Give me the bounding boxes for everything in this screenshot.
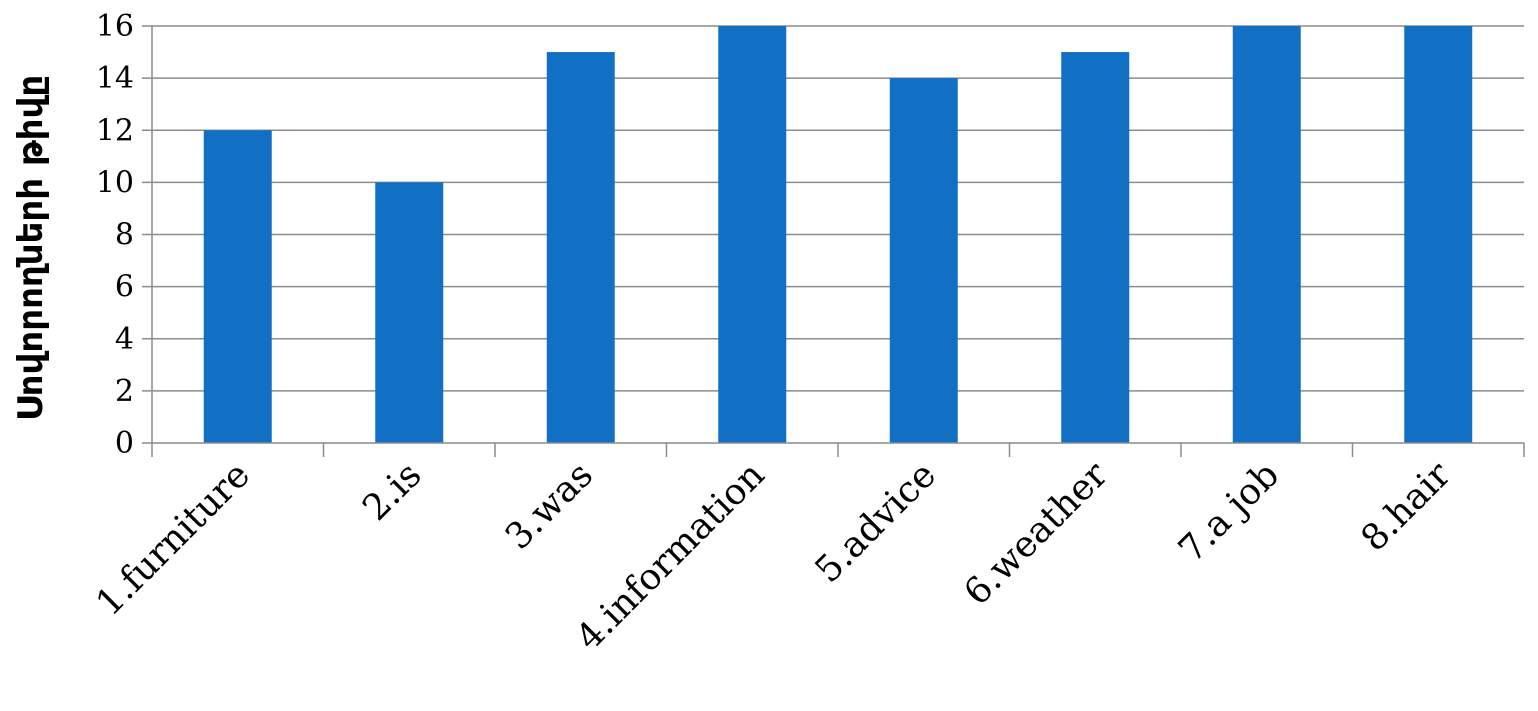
y-tick-label: 0 (115, 426, 134, 461)
y-tick-label: 14 (96, 61, 134, 96)
bar-5 (889, 78, 958, 443)
y-tick-label: 8 (115, 218, 134, 253)
x-tick-label: 5.advice (808, 454, 945, 591)
x-tick-label: 7.a job (1171, 454, 1287, 570)
y-tick-label: 6 (115, 270, 134, 305)
x-tick-label: 2.is (355, 454, 429, 528)
y-tick-labels: 0 2 4 6 8 10 12 14 16 (96, 9, 134, 461)
bar-4 (718, 26, 787, 443)
y-axis-label: Սովորողների թիվը (11, 75, 51, 421)
bar-3 (546, 52, 615, 443)
x-tick-label: 8.hair (1353, 454, 1459, 560)
y-tick-label: 2 (115, 374, 134, 409)
bar-8 (1404, 26, 1473, 443)
axes (142, 25, 1525, 457)
y-tick-label: 12 (96, 113, 134, 148)
y-tick-label: 10 (96, 165, 134, 200)
y-tick-label: 16 (96, 9, 134, 44)
bar-2 (375, 182, 444, 443)
bars (203, 26, 1473, 443)
x-tick-label: 6.weather (956, 454, 1116, 614)
bar-6 (1061, 52, 1130, 443)
x-tick-label: 3.was (498, 454, 601, 557)
gridlines (152, 25, 1524, 392)
bar-7 (1232, 26, 1301, 443)
y-tick-label: 4 (115, 322, 134, 357)
bar-1 (203, 130, 272, 443)
x-tick-label: 1.furniture (88, 454, 258, 624)
